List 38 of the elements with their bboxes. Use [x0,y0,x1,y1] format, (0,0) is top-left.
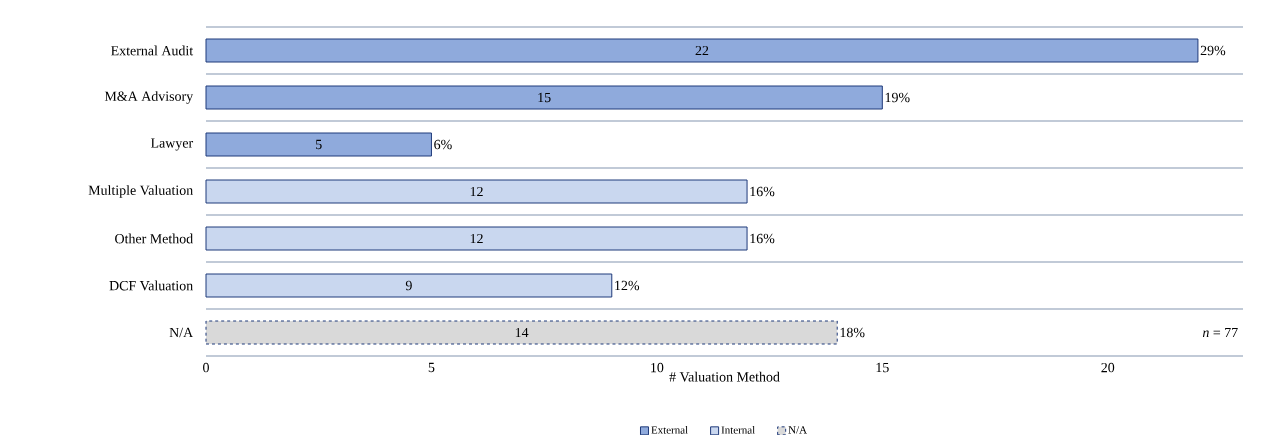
bar [205,38,1199,63]
annotation: 6% [434,139,452,150]
y-tick-label: Lawyer [150,138,194,151]
annotation: n = 77 [1202,327,1238,338]
data-label: 5 [316,139,322,150]
bar [205,85,883,110]
x-axis-title: # Valuation Method [669,371,780,382]
legend-label: Internal [721,426,755,434]
x-tick-label: 0 [203,362,209,373]
y-tick-label: M&A Advisory [104,91,194,104]
annotation: 29% [1200,45,1226,56]
bar [205,273,613,298]
data-label: 22 [695,45,709,56]
legend-label: N/A [788,426,807,434]
data-label: 9 [405,280,412,291]
x-tick-label: 20 [1101,362,1115,373]
legend-label: External [651,426,688,434]
bar [205,320,838,345]
data-label: 14 [515,327,529,338]
bar [205,132,432,157]
annotation: 12% [615,280,640,291]
y-tick-label: N/A [169,327,194,338]
data-label: 12 [470,186,483,197]
bar [205,226,748,251]
data-label: 12 [470,233,483,244]
y-tick-label: DCF Valuation [109,280,193,291]
annotation: 19% [885,92,910,103]
x-tick-label: 5 [428,362,435,373]
annotation: 16% [750,186,775,197]
x-tick-label: 10 [651,362,664,373]
y-tick-label: Other Method [115,233,193,244]
y-tick-label: Multiple Valuation [88,185,193,198]
annotation: 18% [840,327,865,338]
bar [205,179,748,204]
data-label: 15 [538,92,551,103]
y-tick-label: External Audit [111,45,194,56]
x-tick-label: 15 [876,362,889,373]
annotation: 16% [750,233,775,244]
